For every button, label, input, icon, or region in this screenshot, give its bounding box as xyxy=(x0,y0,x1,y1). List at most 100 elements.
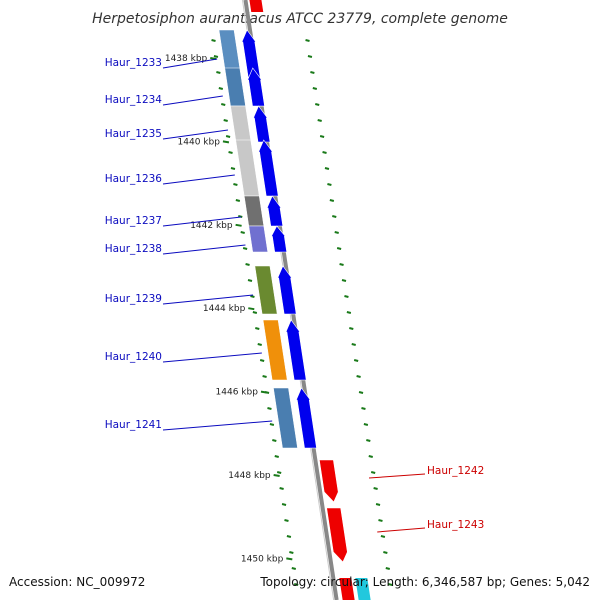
outer-tick-mark xyxy=(317,119,322,122)
outer-tick-mark xyxy=(341,279,347,282)
inner-tick-mark xyxy=(235,199,241,202)
inner-tick-mark xyxy=(233,183,238,186)
inner-tick-mark xyxy=(240,231,245,234)
outer-tick-mark xyxy=(327,183,332,186)
outer-tick-mark xyxy=(312,87,318,90)
inner-tick-mark xyxy=(216,71,221,74)
outer-tick-mark xyxy=(375,503,381,506)
inner-tick-mark xyxy=(257,343,262,346)
tick-layer: 1438 kbp 1440 kbp 1442 kbp 1444 kbp 1446 kbp… xyxy=(165,39,393,586)
inner-tick-mark xyxy=(284,519,289,522)
cds-fragment xyxy=(355,578,371,600)
gene-leader-line xyxy=(368,473,426,479)
gene-leader-line xyxy=(162,58,218,69)
forward-cds-arrow xyxy=(277,265,297,315)
cog-category-box xyxy=(235,139,260,197)
inner-tick-mark xyxy=(279,487,284,490)
outer-tick-mark xyxy=(363,423,369,426)
outer-tick-mark xyxy=(349,327,354,330)
forward-cds-arrow xyxy=(295,387,317,449)
inner-tick-mark xyxy=(247,279,253,282)
inner-tick-mark xyxy=(223,119,228,122)
outer-tick-mark xyxy=(336,247,342,250)
forward-cds-arrow xyxy=(285,319,307,381)
inner-tick-mark xyxy=(281,503,287,506)
gene-label[interactable]: Haur_1243 xyxy=(427,519,484,531)
outer-tick-mark xyxy=(334,231,339,234)
cog-category-box xyxy=(254,265,278,315)
inner-tick-mark xyxy=(230,167,236,170)
outer-tick-mark xyxy=(353,359,359,362)
inner-tick-mark xyxy=(255,327,260,330)
gene-leader-line xyxy=(162,129,229,140)
gene-label[interactable]: Haur_1238 xyxy=(105,243,162,255)
cog-category-box xyxy=(230,105,252,143)
kbp-tick-label: 1444 kbp xyxy=(203,304,246,314)
gene-leader-line xyxy=(162,294,254,305)
forward-cds-arrow xyxy=(266,195,284,227)
inner-tick-mark xyxy=(213,55,219,58)
outer-tick-mark xyxy=(332,215,337,218)
gene-label[interactable]: Haur_1242 xyxy=(427,465,484,477)
gene-leader-line xyxy=(162,216,242,227)
gene-label[interactable]: Haur_1240 xyxy=(105,351,162,363)
inner-tick-mark xyxy=(250,295,255,298)
inner-tick-mark xyxy=(228,151,233,154)
outer-tick-mark xyxy=(344,295,349,298)
inner-tick-mark xyxy=(218,87,224,90)
gene-label[interactable]: Haur_1239 xyxy=(105,293,162,305)
outer-tick-mark xyxy=(351,343,356,346)
kbp-tick-mark xyxy=(286,557,293,561)
inner-tick-mark xyxy=(291,567,297,570)
forward-cds-arrow xyxy=(252,105,271,143)
outer-tick-mark xyxy=(329,199,335,202)
outer-tick-mark xyxy=(319,135,325,138)
outer-tick-mark xyxy=(310,71,315,74)
kbp-tick-mark xyxy=(222,140,230,144)
kbp-tick-label: 1442 kbp xyxy=(190,221,233,231)
outer-tick-mark xyxy=(361,407,366,410)
kbp-tick-mark xyxy=(273,474,280,477)
inner-tick-mark xyxy=(274,455,279,458)
inner-tick-mark xyxy=(242,247,248,250)
outer-tick-mark xyxy=(322,151,327,154)
gene-label[interactable]: Haur_1234 xyxy=(105,94,163,106)
kbp-tick-mark xyxy=(260,390,268,394)
outer-tick-mark xyxy=(378,519,383,522)
inner-tick-mark xyxy=(286,535,292,538)
kbp-tick-mark xyxy=(235,223,242,227)
accession-text: Accession: NC_009972 xyxy=(9,575,145,589)
reverse-cds-fragment xyxy=(249,0,264,12)
outer-tick-mark xyxy=(315,103,320,106)
gene-label[interactable]: Haur_1236 xyxy=(105,173,163,185)
outer-tick-mark xyxy=(307,55,313,58)
outer-tick-mark xyxy=(346,311,352,314)
inner-tick-mark xyxy=(276,471,282,474)
map-title: Herpetosiphon aurantiacus ATCC 23779, co… xyxy=(92,11,508,27)
outer-tick-mark xyxy=(380,535,386,538)
gene-label[interactable]: Haur_1235 xyxy=(105,128,162,140)
gene-label[interactable]: Haur_1237 xyxy=(105,215,162,227)
kbp-tick-label: 1448 kbp xyxy=(228,471,271,481)
kbp-tick-label: 1450 kbp xyxy=(241,554,284,564)
gene-label[interactable]: Haur_1241 xyxy=(105,419,162,431)
kbp-tick-mark xyxy=(248,307,255,311)
inner-tick-mark xyxy=(289,551,294,554)
outer-tick-mark xyxy=(373,487,378,490)
outer-tick-mark xyxy=(339,263,344,266)
gene-label[interactable]: Haur_1233 xyxy=(105,57,162,69)
cog-category-box xyxy=(243,195,265,227)
outer-tick-mark xyxy=(368,455,373,458)
outer-tick-mark xyxy=(358,391,364,394)
kbp-tick-label: 1446 kbp xyxy=(216,388,259,398)
gene-leader-line xyxy=(162,174,235,185)
inner-tick-mark xyxy=(221,103,226,106)
cds-layer xyxy=(218,0,371,600)
outer-tick-mark xyxy=(383,551,388,554)
kbp-tick-label: 1440 kbp xyxy=(178,137,221,147)
inner-tick-mark xyxy=(293,583,299,586)
outer-tick-mark xyxy=(356,375,361,378)
genome-summary-text: Topology: circular; Length: 6,346,587 bp… xyxy=(259,575,590,589)
inner-tick-mark xyxy=(259,359,265,362)
gene-leader-line xyxy=(162,244,246,255)
